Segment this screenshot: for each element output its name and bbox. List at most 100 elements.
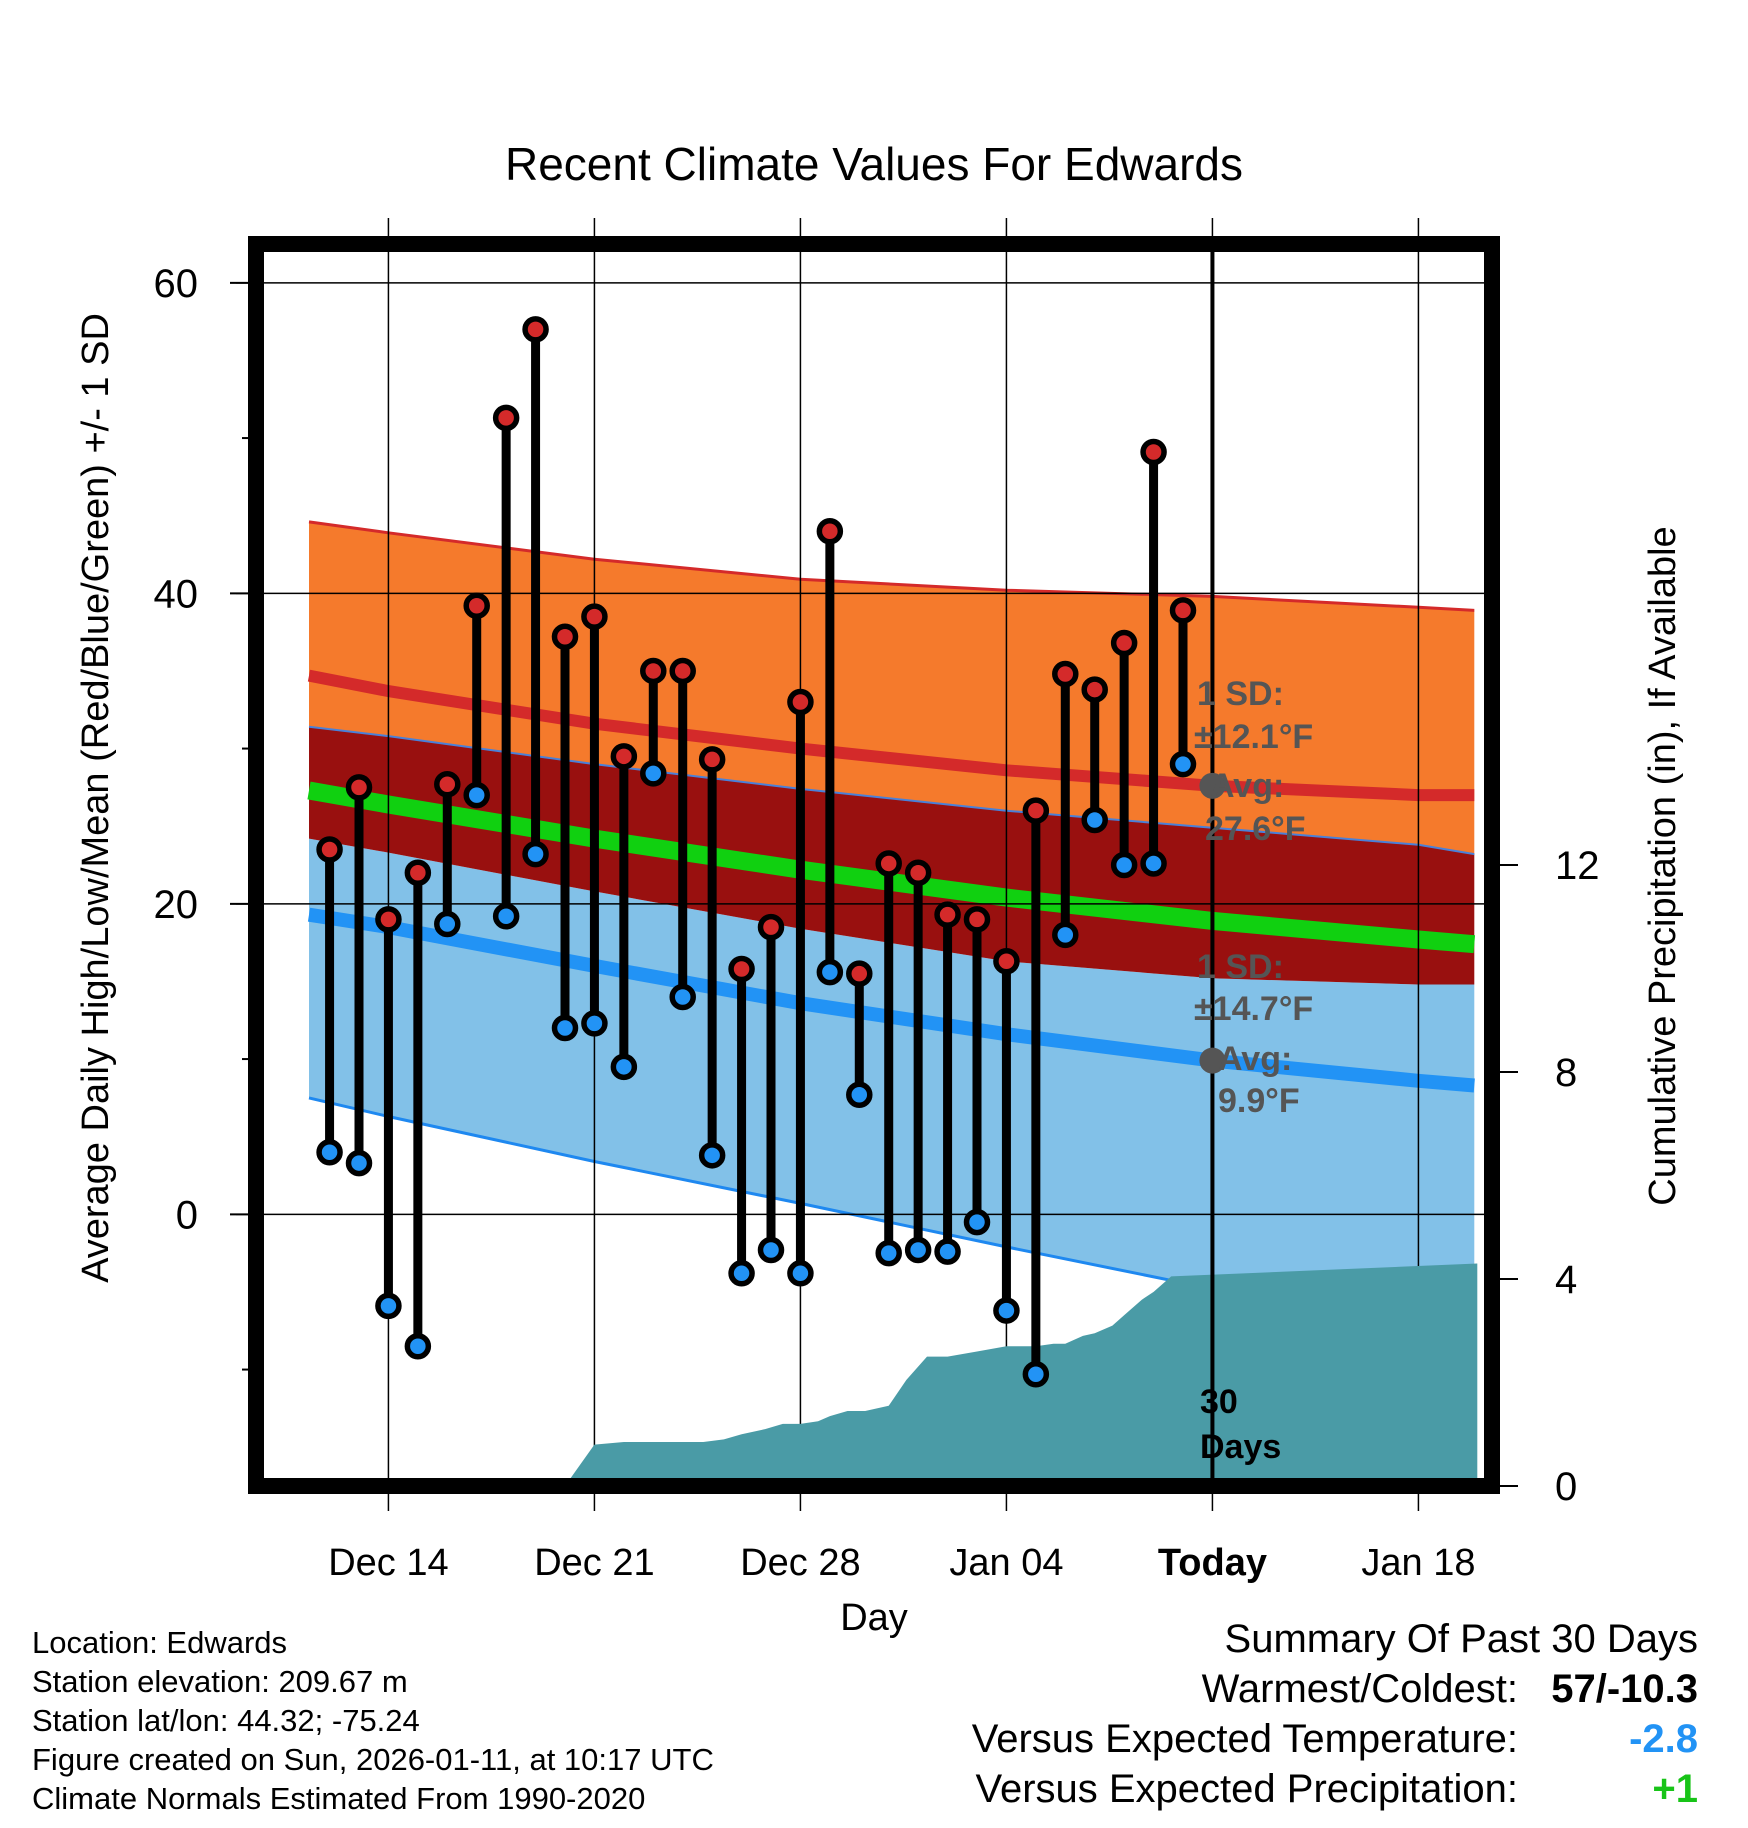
low-point [316, 1138, 343, 1166]
low-point [375, 1292, 402, 1320]
precip-anomaly-label: Versus Expected Precipitation: [975, 1767, 1518, 1811]
high-point [316, 836, 343, 863]
high-point [698, 746, 726, 773]
high-point [492, 404, 520, 432]
y2-tick-label: 8 [1555, 1051, 1577, 1095]
daily-range-bars [316, 316, 1197, 1388]
high-point [846, 960, 873, 987]
low-point [522, 840, 549, 868]
temp-anomaly-row: Versus Expected Temperature: -2.8 [972, 1714, 1698, 1764]
high-point [993, 948, 1020, 975]
high-point [581, 603, 608, 630]
x-tick-label: Jan 04 [949, 1542, 1063, 1584]
high-point [404, 859, 432, 887]
low-point [404, 1333, 432, 1360]
location-text: Location: Edwards [32, 1625, 288, 1660]
x-tick-label: Dec 14 [328, 1542, 448, 1584]
x-tick-label: Jan 18 [1361, 1542, 1475, 1584]
mean-normal-line [307, 781, 1476, 954]
low-point [698, 1142, 726, 1169]
low-point [904, 1236, 932, 1264]
high-minus-sd-line [308, 725, 1475, 856]
y-tick-label: 40 [154, 572, 199, 616]
high-avg-value: 27.6°F [1205, 810, 1306, 848]
high-point [551, 623, 579, 651]
high-avg-label: Avg: [1210, 767, 1284, 805]
high-point [1022, 797, 1050, 824]
low-point [492, 902, 520, 930]
high-point [669, 657, 696, 685]
low-point [728, 1260, 755, 1287]
warmest-coldest-value: 57/-10.3 [1551, 1667, 1698, 1711]
high-point [728, 955, 755, 983]
low-point [345, 1149, 373, 1177]
high-sd-label: 1 SD: [1197, 675, 1284, 713]
station-info: Location: Edwards Station elevation: 209… [32, 1623, 714, 1818]
high-point [375, 906, 402, 933]
axes: Dec 14 Dec 21 Dec 28 Jan 04 Today Jan 1802040… [154, 236, 1600, 1584]
low-sd-value: ±14.7°F [1194, 990, 1313, 1028]
chart-title: Recent Climate Values For Edwards [505, 138, 1243, 190]
y-axis-label: Average Daily High/Low/Mean (Red/Blue/Gr… [75, 313, 117, 1283]
high-point [640, 657, 667, 685]
high-point [1052, 660, 1079, 688]
elevation-text: Station elevation: 209.67 m [32, 1664, 408, 1699]
high-point [463, 592, 490, 619]
high-point [787, 688, 814, 716]
low-point [846, 1081, 873, 1109]
warmest-coldest-row: Warmest/Coldest: 57/-10.3 [972, 1664, 1698, 1714]
low-avg-value: 9.9°F [1218, 1082, 1300, 1120]
temp-anomaly-value: -2.8 [1629, 1717, 1698, 1761]
y-tick-label: 20 [154, 883, 199, 927]
high-point [1110, 629, 1138, 657]
high-plus-sd-line [308, 520, 1475, 612]
low-point [610, 1053, 638, 1081]
x-tick-label: Today [1158, 1542, 1267, 1584]
low-point [787, 1260, 814, 1287]
precip-anomaly-value: +1 [1652, 1767, 1698, 1811]
temp-anomaly-label: Versus Expected Temperature: [971, 1717, 1518, 1761]
high-point [1169, 597, 1197, 624]
y2-tick-label: 4 [1555, 1258, 1577, 1302]
high-point [610, 743, 638, 770]
low-point [434, 910, 461, 938]
low-point [1140, 850, 1167, 877]
low-point [551, 1014, 579, 1042]
low-point [934, 1238, 961, 1265]
latlon-text: Station lat/lon: 44.32; -75.24 [32, 1703, 420, 1738]
low-sd-label: 1 SD: [1197, 948, 1284, 986]
low-point [1052, 921, 1079, 949]
precip-anomaly-row: Versus Expected Precipitation: +1 [972, 1764, 1698, 1814]
warmest-coldest-label: Warmest/Coldest: [1201, 1667, 1518, 1711]
low-point [757, 1236, 785, 1264]
low-avg-marker [1199, 1047, 1226, 1074]
low-point [1022, 1360, 1050, 1388]
low-point [669, 983, 696, 1011]
x-tick-label: Dec 28 [740, 1542, 860, 1584]
low-point [963, 1208, 991, 1236]
normals-period-text: Climate Normals Estimated From 1990-2020 [32, 1781, 646, 1816]
high-point [757, 913, 785, 941]
y2-axis-label: Cumulative Precipitation (in), If Availa… [1642, 526, 1684, 1205]
normals-annotations: 1 SD: ±12.1°F Avg: 27.6°F 1 SD: ±14.7°F Avg: 9.… [1194, 252, 1313, 1480]
high-point [345, 774, 373, 801]
high-point [1140, 438, 1167, 466]
low-point [463, 781, 490, 809]
y-tick-label: 0 [176, 1193, 198, 1237]
summary-heading: Summary Of Past 30 Days [1224, 1617, 1698, 1661]
high-point [875, 850, 902, 877]
high-point [1081, 676, 1108, 703]
precipitation-area [412, 1263, 1478, 1486]
low-point [875, 1239, 902, 1267]
created-text: Figure created on Sun, 2026-01-11, at 10… [32, 1742, 714, 1777]
low-point [993, 1297, 1020, 1324]
low-point [1110, 851, 1138, 879]
low-point [640, 760, 667, 787]
low-avg-label: Avg: [1218, 1040, 1292, 1078]
high-point [816, 517, 844, 545]
high-point [963, 906, 991, 933]
summary-panel: Summary Of Past 30 Days Warmest/Coldest:… [972, 1614, 1698, 1814]
low-point [581, 1010, 608, 1037]
high-point [904, 859, 932, 887]
